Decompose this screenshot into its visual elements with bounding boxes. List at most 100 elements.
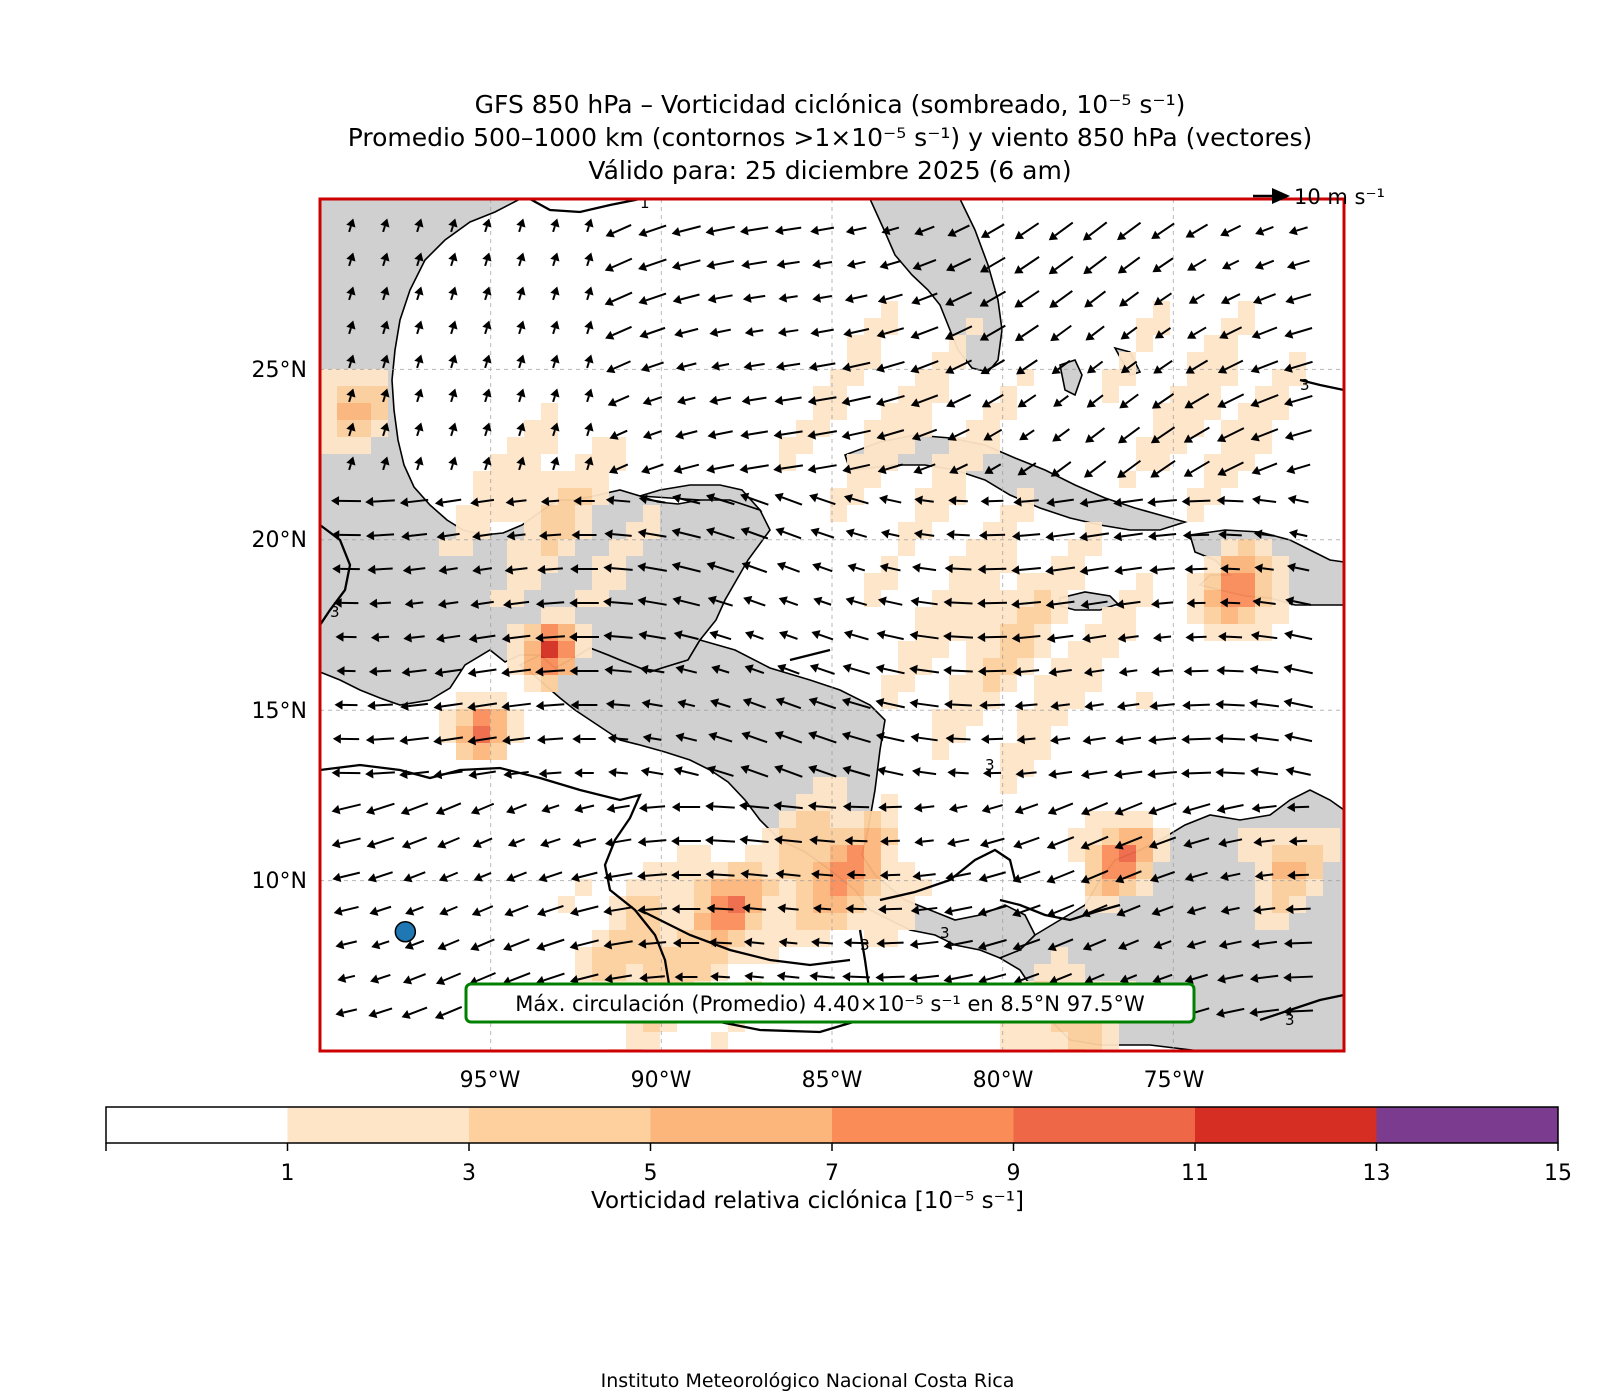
- wind-arrow: [777, 327, 799, 337]
- wind-arrow: [404, 598, 424, 609]
- wind-arrow: [448, 354, 458, 369]
- wind-arrow: [468, 769, 496, 780]
- contour-caribbean-west: [789, 648, 831, 662]
- vorticity-cell: [864, 437, 881, 454]
- wind-arrow: [843, 328, 870, 338]
- vorticity-cell: [1017, 573, 1034, 590]
- wind-arrow: [812, 903, 832, 914]
- wind-arrow: [435, 802, 462, 816]
- wind-arrow: [507, 838, 526, 848]
- wind-arrow: [1218, 837, 1243, 848]
- wind-arrow: [1249, 698, 1280, 709]
- wind-arrow: [707, 293, 733, 304]
- wind-arrow: [1288, 836, 1308, 847]
- wind-arrow: [584, 456, 594, 471]
- wind-arrow: [1012, 904, 1041, 918]
- vorticity-cell: [558, 607, 575, 624]
- wind-arrow: [910, 326, 939, 340]
- wind-arrow: [844, 835, 868, 846]
- vorticity-cell: [915, 658, 932, 675]
- wind-arrow: [739, 463, 769, 474]
- wind-arrow: [368, 1007, 393, 1019]
- lon-tick-label: 85°W: [802, 1068, 863, 1093]
- colorbar-segment: [106, 1107, 288, 1143]
- wind-arrow: [909, 973, 940, 984]
- wind-arrow: [570, 871, 598, 883]
- vorticity-cell: [524, 505, 541, 522]
- wind-arrow: [977, 598, 1007, 609]
- wind-arrow: [414, 388, 424, 403]
- wind-arrow: [605, 495, 631, 506]
- wind-arrow: [740, 764, 769, 778]
- wind-arrow: [1184, 973, 1208, 984]
- vorticity-cell: [983, 641, 1000, 658]
- wind-arrow: [1250, 394, 1279, 408]
- wind-arrow: [1216, 665, 1244, 676]
- vorticity-cell: [932, 488, 949, 505]
- wind-arrow: [1014, 256, 1040, 274]
- wind-arrow: [1183, 460, 1210, 477]
- vorticity-cell: [1085, 539, 1102, 556]
- wind-arrow: [369, 905, 392, 916]
- vorticity-cell: [949, 437, 966, 454]
- wind-arrow: [1254, 870, 1274, 881]
- wind-arrow: [947, 428, 970, 441]
- wind-arrow: [337, 973, 356, 983]
- wind-arrow: [1084, 290, 1107, 308]
- vorticity-cell: [490, 505, 507, 522]
- wind-arrow: [1215, 767, 1245, 778]
- contour-colombia: [999, 898, 1121, 922]
- wind-arrow: [706, 561, 735, 574]
- wind-arrow: [639, 326, 666, 339]
- wind-arrow: [501, 701, 531, 712]
- wind-arrow: [675, 430, 698, 440]
- vorticity-cell: [1085, 641, 1102, 658]
- wind-arrow: [1217, 461, 1244, 476]
- wind-arrow: [604, 529, 632, 539]
- vorticity-cell: [1119, 352, 1136, 369]
- wind-arrow: [842, 361, 871, 372]
- wind-arrow: [911, 428, 938, 441]
- vorticity-cell: [1238, 624, 1255, 641]
- wind-arrow: [877, 904, 903, 915]
- wind-arrow: [365, 530, 395, 541]
- wind-arrow: [572, 838, 597, 848]
- wind-arrow: [944, 699, 972, 710]
- vorticity-cell: [1136, 573, 1153, 590]
- wind-arrow: [380, 388, 390, 403]
- wind-arrow: [673, 766, 699, 777]
- wind-arrow: [1046, 497, 1074, 508]
- wind-arrow: [980, 223, 1005, 238]
- vorticity-cell: [1272, 573, 1289, 590]
- wind-arrow: [841, 731, 871, 744]
- wind-arrow: [979, 700, 1005, 711]
- vorticity-cell: [864, 896, 881, 913]
- wind-arrow: [808, 697, 837, 710]
- vorticity-cell: [354, 420, 371, 437]
- wind-arrow: [1288, 529, 1308, 539]
- wind-arrow: [482, 388, 492, 403]
- wind-arrow: [1082, 633, 1107, 643]
- wind-arrow: [433, 701, 463, 712]
- wind-arrow: [1216, 495, 1244, 506]
- vorticity-cell: [1000, 1032, 1017, 1049]
- vorticity-cell: [592, 556, 609, 573]
- wind-arrow: [1049, 290, 1073, 308]
- vorticity-cell: [711, 913, 728, 930]
- wind-arrow: [467, 701, 498, 712]
- wind-arrow: [536, 938, 565, 951]
- vorticity-cell: [575, 624, 592, 641]
- wind-arrow: [482, 456, 492, 471]
- wind-arrow: [468, 633, 496, 644]
- wind-arrow: [1221, 259, 1240, 270]
- wind-arrow: [877, 463, 903, 475]
- vorticity-cell: [1204, 556, 1221, 573]
- vorticity-cell: [1238, 828, 1255, 845]
- map-layers: 1 3 3 3 3 3 3: [320, 199, 1344, 1051]
- vorticity-cell: [558, 522, 575, 539]
- wind-arrow: [1220, 563, 1240, 574]
- wind-arrow: [807, 396, 837, 406]
- vorticity-cell: [1051, 1032, 1068, 1049]
- vorticity-cell: [813, 777, 830, 794]
- vorticity-cell: [932, 726, 949, 743]
